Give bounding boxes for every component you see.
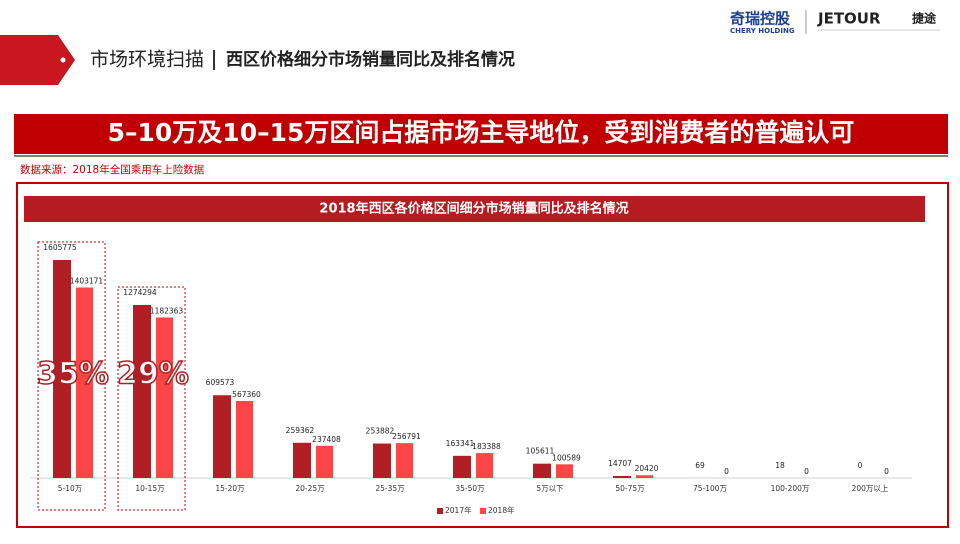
banner-text: 5–10万及10–15万区间占据市场主导地位，受到消费者的普遍认可 (108, 118, 855, 147)
x-tick-label: 200万以上 (852, 484, 889, 493)
legend-label: 2018年 (488, 505, 515, 515)
value-label: 100589 (552, 453, 581, 462)
value-label: 0 (804, 467, 809, 476)
bar (613, 476, 631, 478)
bar (556, 464, 573, 478)
bar (236, 401, 253, 478)
logo-chery-cn: 奇瑞控股 (730, 10, 791, 28)
x-tick-label: 15-20万 (215, 484, 245, 493)
value-label: 1403171 (70, 277, 104, 286)
value-label: 183388 (472, 442, 501, 451)
bar (213, 395, 231, 478)
bar (396, 443, 413, 478)
page-title: 西区价格细分市场销量同比及排名情况 (226, 49, 515, 70)
legend-label: 2017年 (445, 505, 472, 515)
value-label: 567360 (232, 390, 261, 399)
share-annotation: 35% (37, 357, 109, 392)
logo-jetour-cn: 捷途 (912, 11, 937, 26)
bar (133, 305, 151, 478)
x-tick-label: 75-100万 (693, 484, 728, 493)
legend-swatch (437, 508, 443, 514)
bar (316, 446, 333, 478)
value-label: 20420 (635, 464, 659, 473)
header-dot (61, 58, 66, 63)
x-tick-label: 10-15万 (135, 484, 165, 493)
bar (156, 317, 173, 478)
share-annotation: 29% (117, 357, 189, 392)
x-tick-label: 100-200万 (771, 484, 810, 493)
x-tick-label: 50-75万 (615, 484, 645, 493)
value-label: 256791 (392, 432, 421, 441)
bar (476, 453, 493, 478)
bar (533, 464, 551, 478)
x-tick-label: 25-35万 (375, 484, 405, 493)
chart-title: 2018年西区各价格区间细分市场销量同比及排名情况 (319, 201, 628, 217)
value-label: 18 (775, 461, 785, 470)
value-label: 1182363 (150, 306, 184, 315)
x-tick-label: 35-50万 (455, 484, 485, 493)
x-tick-label: 5万以下 (536, 484, 564, 493)
value-label: 1605775 (43, 243, 77, 252)
bar (373, 444, 391, 478)
value-label: 609573 (206, 378, 235, 387)
bar (293, 443, 311, 478)
value-label: 253882 (366, 427, 395, 436)
value-label: 105611 (526, 447, 555, 456)
bar (453, 456, 471, 478)
value-label: 0 (858, 461, 863, 470)
value-label: 259362 (286, 426, 315, 435)
value-label: 0 (724, 467, 729, 476)
x-tick-label: 20-25万 (295, 484, 325, 493)
x-tick-label: 5-10万 (58, 484, 83, 493)
value-label: 1274294 (123, 288, 157, 297)
source-note: 数据来源：2018年全国乘用车上险数据 (20, 163, 205, 176)
value-label: 69 (695, 461, 705, 470)
value-label: 0 (884, 467, 889, 476)
logo-chery-en: CHERY HOLDING (730, 27, 795, 35)
value-label: 163341 (446, 439, 475, 448)
value-label: 237408 (312, 435, 341, 444)
logo-jetour: JETOUR (817, 10, 881, 28)
legend-swatch (480, 508, 486, 514)
section-title: 市场环境扫描 (90, 49, 204, 71)
value-label: 14707 (608, 459, 632, 468)
bar (636, 475, 653, 478)
